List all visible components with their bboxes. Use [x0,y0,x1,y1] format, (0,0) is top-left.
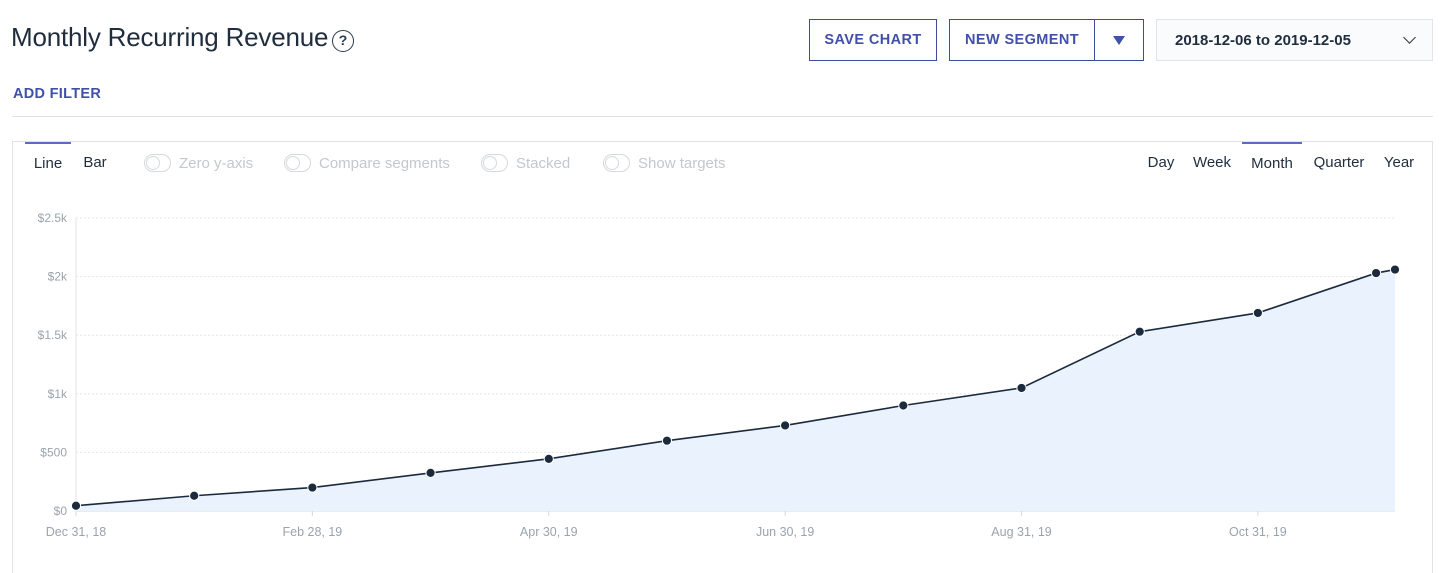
period-week[interactable]: Week [1192,153,1232,171]
data-points [70,264,1401,511]
tab-line[interactable]: Line [25,142,71,182]
toggle-label: Stacked [516,154,571,172]
divider [12,116,1433,117]
toggle-label: Compare segments [319,154,450,172]
x-axis: Dec 31, 18 Feb 28, 19 Apr 30, 19 Jun 30, 19… [46,511,1287,539]
data-point[interactable] [1252,307,1263,319]
y-axis: $0 $500 $1k $1.5k $2k $2.5k [38,211,68,518]
data-point[interactable] [307,482,318,493]
y-tick-label: $2.5k [38,211,68,225]
x-tick-label: Jun 30, 19 [756,525,814,539]
data-point[interactable] [425,467,436,479]
data-point[interactable] [189,490,200,501]
x-tick-label: Oct 31, 19 [1229,525,1287,539]
toggle-label: Zero y-axis [179,154,254,172]
toggle-stacked[interactable]: Stacked [481,153,570,173]
toggle-show-targets[interactable]: Show targets [603,153,726,173]
chart-panel: Line Bar Zero y-axis Compare segments St… [12,141,1433,573]
toggle-compare-segments[interactable]: Compare segments [284,153,450,173]
toggle-zero-y-axis[interactable]: Zero y-axis [144,153,253,173]
area-fill [76,269,1395,511]
data-point[interactable] [1370,267,1382,279]
toggle-switch[interactable] [481,154,508,172]
toggle-switch[interactable] [144,154,171,172]
period-year[interactable]: Year [1383,153,1415,171]
data-point[interactable] [1389,264,1401,275]
date-range-select[interactable]: 2018-12-06 to 2019-12-05 [1156,19,1433,61]
y-tick-label: $1.5k [38,328,68,342]
chevron-down-icon [1403,31,1416,44]
data-point[interactable] [780,420,791,431]
data-point[interactable] [898,400,909,411]
data-point[interactable] [70,500,82,511]
y-tick-label: $1k [48,387,68,401]
x-tick-label: Aug 31, 19 [991,525,1052,539]
y-tick-label: $2k [48,270,68,284]
data-point[interactable] [543,453,554,464]
data-point[interactable] [661,435,673,446]
add-filter-link[interactable]: ADD FILTER [13,86,102,102]
segment-dropdown-button[interactable] [1094,19,1144,61]
x-tick-label: Dec 31, 18 [46,525,107,539]
period-quarter[interactable]: Quarter [1313,153,1365,171]
period-month[interactable]: Month [1242,142,1302,182]
data-point[interactable] [1134,326,1145,337]
toggle-switch[interactable] [284,154,311,172]
new-segment-button[interactable]: NEW SEGMENT [949,19,1095,61]
y-tick-label: $500 [40,445,67,459]
mrr-line-chart: $0 $500 $1k $1.5k $2k $2.5k Dec 31, 18 Feb 28,… [38,211,1401,539]
toggle-switch[interactable] [603,154,630,172]
caret-down-icon [1113,35,1125,45]
x-tick-label: Feb 28, 19 [282,525,342,539]
data-point[interactable] [1016,382,1027,394]
tab-bar[interactable]: Bar [83,153,107,171]
date-range-value: 2018-12-06 to 2019-12-05 [1175,31,1351,49]
period-day[interactable]: Day [1147,153,1175,171]
save-chart-button[interactable]: SAVE CHART [809,19,937,61]
toggle-label: Show targets [638,154,726,172]
x-tick-label: Apr 30, 19 [520,525,578,539]
page-title: Monthly Recurring Revenue [11,22,329,52]
help-icon[interactable]: ? [332,30,354,52]
y-tick-label: $0 [54,504,68,518]
